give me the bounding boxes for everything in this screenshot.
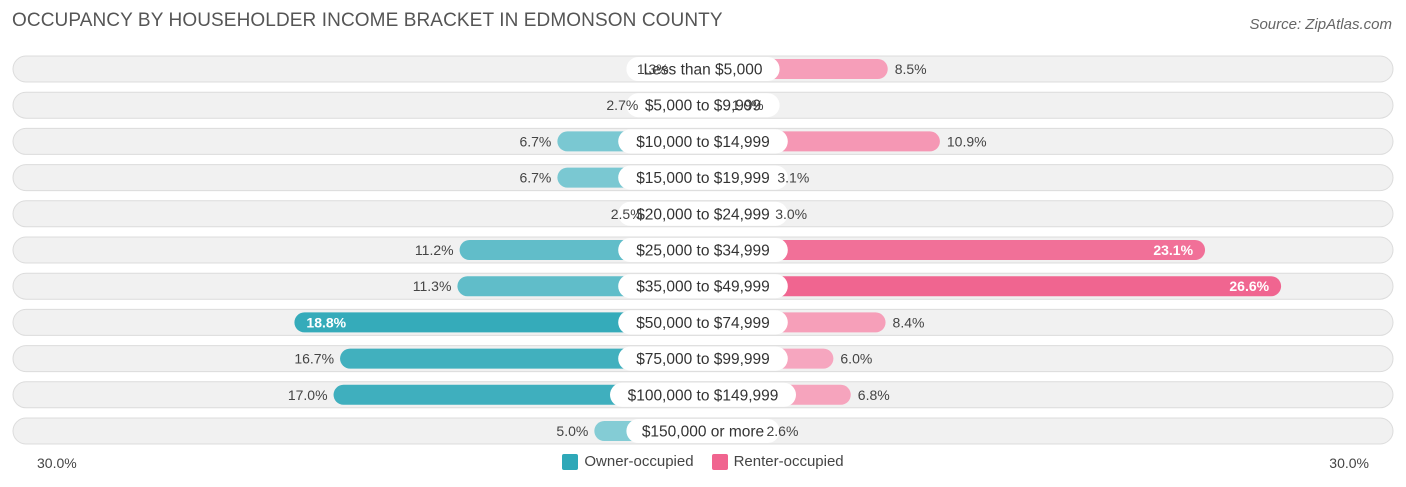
- axis-left-label: 30.0%: [37, 455, 77, 471]
- renter-value-label: 8.5%: [895, 61, 927, 77]
- category-label-bg: [618, 201, 788, 226]
- category-label-bg: [618, 346, 788, 371]
- legend-item-renter[interactable]: Renter-occupied: [711, 453, 844, 470]
- owner-bar: [340, 348, 703, 369]
- owner-bar: [294, 312, 703, 333]
- renter-value-label: 1.0%: [732, 97, 764, 113]
- category-label-bg: [610, 382, 796, 407]
- owner-bar: [333, 384, 703, 405]
- owner-value-label: 11.3%: [413, 278, 452, 294]
- owner-value-label: 6.7%: [519, 170, 551, 186]
- category-label: Less than $5,000: [644, 62, 763, 79]
- category-label-bg: [626, 419, 780, 443]
- category-label: $100,000 to $149,999: [628, 387, 779, 404]
- category-label: $20,000 to $24,999: [636, 206, 770, 223]
- legend-item-owner[interactable]: Owner-occupied: [562, 453, 694, 470]
- renter-value-label: 10.9%: [947, 133, 987, 149]
- category-label: $25,000 to $34,999: [636, 243, 770, 260]
- category-label: $50,000 to $74,999: [636, 315, 770, 332]
- owner-value-label: 6.7%: [519, 133, 551, 149]
- category-label: $75,000 to $99,999: [636, 351, 770, 368]
- owner-value-label: 18.8%: [306, 314, 346, 330]
- owner-value-label: 2.7%: [606, 97, 638, 113]
- category-label-bg: [618, 165, 788, 190]
- category-label: $5,000 to $9,999: [645, 98, 761, 115]
- category-label: $10,000 to $14,999: [636, 134, 770, 151]
- renter-value-label: 2.6%: [767, 423, 799, 439]
- legend: Owner-occupied Renter-occupied: [0, 453, 1406, 470]
- category-label: $15,000 to $19,999: [636, 170, 770, 187]
- renter-bar: [703, 276, 1282, 297]
- renter-value-label: 6.8%: [858, 387, 890, 403]
- legend-swatch-owner: [562, 453, 579, 470]
- category-label-bg: [618, 238, 788, 262]
- category-label-bg: [618, 129, 788, 154]
- chart-title: OCCUPANCY BY HOUSEHOLDER INCOME BRACKET …: [12, 10, 723, 31]
- owner-value-label: 5.0%: [556, 423, 588, 439]
- category-label-bg: [626, 93, 780, 118]
- renter-value-label: 3.1%: [777, 170, 809, 186]
- category-label-bg: [618, 310, 788, 335]
- category-label: $150,000 or more: [642, 424, 764, 441]
- category-label-bg: [618, 274, 788, 299]
- category-label-bg: [626, 57, 780, 81]
- source-label: Source: ZipAtlas.com: [1249, 16, 1392, 33]
- renter-value-label: 23.1%: [1153, 242, 1193, 258]
- renter-value-label: 6.0%: [840, 351, 872, 367]
- legend-swatch-renter: [711, 453, 728, 470]
- owner-value-label: 17.0%: [288, 387, 328, 403]
- legend-label-owner: Owner-occupied: [584, 453, 694, 470]
- renter-value-label: 8.4%: [893, 314, 925, 330]
- owner-value-label: 16.7%: [294, 351, 334, 367]
- owner-value-label: 1.3%: [637, 61, 669, 77]
- owner-value-label: 2.5%: [611, 206, 643, 222]
- axis-right-label: 30.0%: [1329, 455, 1369, 471]
- legend-label-renter: Renter-occupied: [733, 453, 844, 470]
- renter-value-label: 26.6%: [1229, 278, 1269, 294]
- renter-bar: [703, 240, 1206, 260]
- owner-value-label: 11.2%: [415, 242, 454, 258]
- category-label: $35,000 to $49,999: [636, 279, 770, 296]
- renter-value-label: 3.0%: [775, 206, 807, 222]
